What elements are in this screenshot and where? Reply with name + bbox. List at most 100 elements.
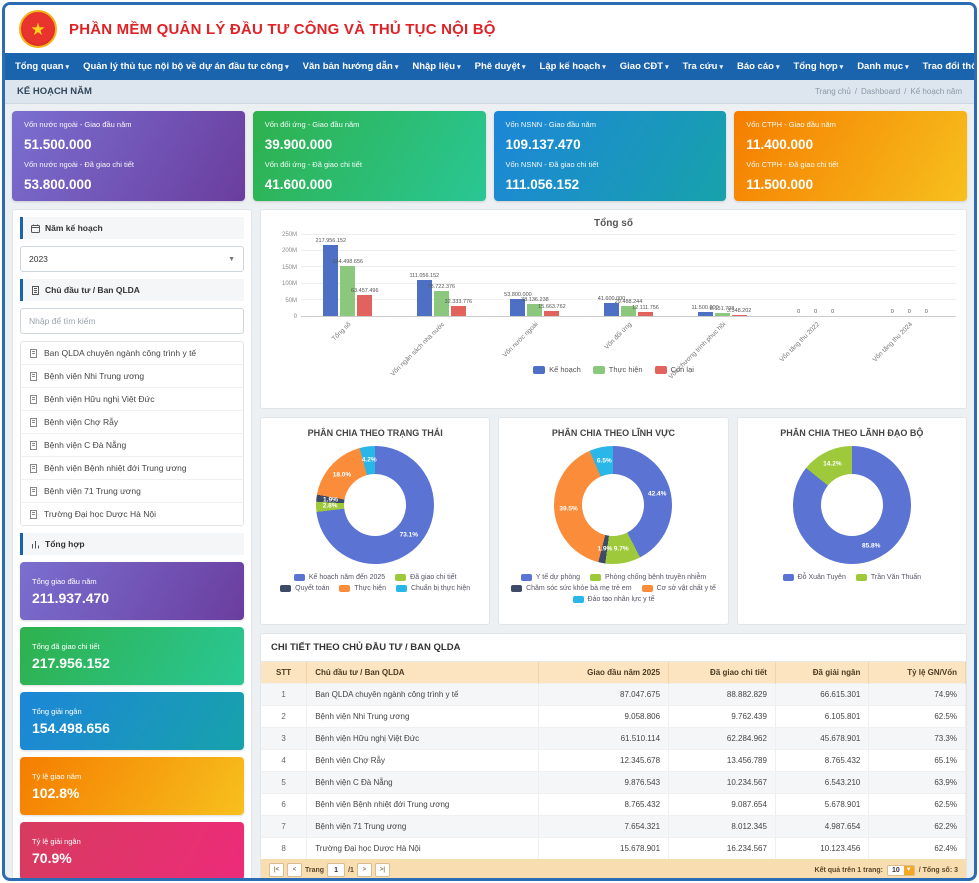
donut-percent-label: 85.8% — [862, 542, 881, 550]
investor-list-item-label: Bệnh viện Bệnh nhiệt đới Trung ương — [44, 463, 187, 473]
nav-item[interactable]: Giao CĐT ▾ — [619, 61, 669, 72]
breadcrumb-item[interactable]: Trang chủ — [815, 87, 851, 96]
breadcrumb-bar: KẾ HOẠCH NĂM Trang chủ / Dashboard / Kế hoạc… — [5, 80, 974, 104]
table-row[interactable]: 1 Ban QLDA chuyên ngành công trình y tế 87… — [261, 683, 966, 706]
donut-chart[interactable]: 85.8% 14.2% — [792, 446, 911, 564]
bar[interactable]: 15.663.762 — [538, 304, 566, 316]
legend-item: Quyết toán — [280, 585, 329, 592]
last-page-button[interactable]: >| — [374, 863, 390, 877]
breadcrumb-item[interactable]: Kế hoạch năm — [910, 87, 962, 96]
nav-item[interactable]: Văn bản hướng dẫn ▾ — [302, 61, 399, 72]
investor-list-item[interactable]: Bệnh viện Chợ Rẫy — [21, 410, 243, 433]
legend-item: Trần Văn Thuấn — [855, 574, 921, 581]
investor-list-item[interactable]: Bệnh viện Nhi Trung ương — [21, 364, 243, 387]
stat-card-value: 51.500.000 — [24, 137, 92, 153]
bar[interactable]: 38.136.238 — [521, 297, 549, 316]
investor-list-item[interactable]: Bệnh viện 71 Trung ương — [21, 479, 243, 502]
year-select[interactable]: 2023 ▼ — [20, 246, 244, 272]
table-row[interactable]: 2 Bệnh viện Nhi Trung ương 9.058.806 9.762.… — [261, 705, 966, 728]
legend-label: Phòng chống bệnh truyền nhiễm — [605, 574, 707, 581]
bar-group: 0 0 0 — [862, 235, 956, 316]
chevron-down-icon: ▼ — [228, 255, 235, 263]
legend-item: Đào tạo nhân lực y tế — [572, 596, 654, 603]
bar[interactable]: 53.800.000 — [504, 292, 532, 316]
calendar-icon — [31, 224, 40, 233]
next-page-button[interactable]: > — [356, 863, 372, 877]
gridline — [301, 266, 956, 268]
per-page-value: 10 — [891, 866, 900, 874]
legend-item: Kế hoạch — [533, 365, 581, 374]
legend-swatch — [520, 574, 532, 581]
bar[interactable]: 8.151.798 — [710, 306, 734, 316]
nav-item[interactable]: Lập kế hoạch ▾ — [539, 61, 606, 72]
page-number-input[interactable]: 1 — [327, 863, 346, 877]
legend-swatch — [511, 585, 523, 592]
bar-chart-plot: 217.956.152 154.498.656 63.457.496 111.056.… — [301, 234, 956, 317]
investor-list-item[interactable]: Ban QLDA chuyên ngành công trình y tế — [21, 342, 243, 364]
nav-item[interactable]: Tổng hợp ▾ — [793, 61, 844, 72]
table-cell: Ban QLDA chuyên ngành công trình y tế — [306, 683, 539, 706]
investor-list-item[interactable]: Bệnh viện C Đà Nẵng — [21, 433, 243, 456]
building-icon — [30, 371, 37, 381]
breadcrumb-item[interactable]: Dashboard — [861, 87, 901, 96]
bar[interactable]: 111.056.152 — [409, 273, 439, 316]
bar[interactable]: 29.488.244 — [615, 299, 642, 316]
investor-search-input[interactable] — [20, 308, 244, 334]
donut-chart[interactable]: 42.4% 9.7% 1.9% 39.5% 6.5% — [554, 446, 673, 564]
legend-item: Đỗ Xuân Tuyên — [782, 574, 846, 581]
nav-item[interactable]: Báo cáo ▾ — [736, 61, 780, 72]
bar-value-label: 3.348.202 — [726, 307, 752, 314]
table-row[interactable]: 8 Trường Đại học Dược Hà Nội 15.678.901 16.… — [261, 837, 966, 859]
bar-value-label: 0 — [814, 309, 818, 315]
table-cell: 9.762.439 — [668, 705, 776, 728]
x-axis-label: Vốn tăng thu 2022 — [778, 321, 821, 364]
nav-item[interactable]: Tra cứu ▾ — [682, 61, 723, 72]
nav-item[interactable]: Danh mục ▾ — [857, 61, 909, 72]
table-cell: 88.882.829 — [668, 683, 776, 706]
table-cell: 65.1% — [868, 749, 966, 772]
table-row[interactable]: 7 Bệnh viện 71 Trung ương 7.654.321 8.012.3… — [261, 815, 966, 838]
nav-item[interactable]: Phê duyệt ▾ — [474, 61, 526, 72]
table-cell: 15.678.901 — [538, 837, 670, 859]
nav-item[interactable]: Quản lý thủ tục nội bộ về dự án đầu tư c… — [83, 61, 289, 72]
bar[interactable]: 154.498.656 — [332, 259, 363, 316]
bar[interactable]: 63.457.496 — [351, 288, 379, 316]
bar[interactable]: 11.500.000 — [692, 305, 719, 316]
investor-list-item[interactable]: Bệnh viện Bệnh nhiệt đới Trung ương — [21, 456, 243, 479]
table-cell: Bệnh viện Nhi Trung ương — [306, 705, 539, 728]
bar[interactable]: 32.333.776 — [445, 299, 472, 316]
table-row[interactable]: 4 Bệnh viện Chợ Rẫy 12.345.678 13.456.789 8.… — [261, 749, 966, 772]
investor-list-item[interactable]: Trường Đại học Dược Hà Nội — [21, 502, 243, 525]
stat-card-label: Vốn đối ứng - Giao đầu năm — [264, 120, 360, 129]
stat-card-value: 111.056.152 — [505, 176, 580, 192]
bar[interactable]: 12.111.756 — [632, 305, 659, 316]
bar[interactable]: 217.956.152 — [315, 238, 346, 316]
nav-item[interactable]: Tổng quan ▾ — [15, 61, 70, 72]
investor-list-item-label: Bệnh viện 71 Trung ương — [44, 486, 141, 496]
first-page-button[interactable]: |< — [269, 863, 284, 877]
table-cell: 6.105.801 — [775, 705, 870, 728]
donut-chart-panel: PHÂN CHIA THEO LÃNH ĐẠO BỘ 85.8% 14.2% Đỗ X… — [736, 417, 967, 625]
table-cell: 7.654.321 — [538, 815, 670, 838]
year-select-value: 2023 — [29, 254, 48, 264]
table-row[interactable]: 5 Bệnh viện C Đà Nẵng 9.876.543 10.234.567 6… — [261, 771, 966, 794]
bar[interactable]: 78.722.376 — [428, 284, 455, 316]
stat-card-label: Vốn đối ứng - Đã giao chi tiết — [264, 159, 362, 169]
donut-chart[interactable]: 73.1% 2.8% 1.9% 18.0% 4.2% — [316, 446, 435, 564]
table-cell: 74.9% — [868, 683, 966, 706]
nav-item[interactable]: Trao đổi thông tin — [922, 61, 977, 72]
prev-page-button[interactable]: < — [287, 863, 302, 877]
table-row[interactable]: 6 Bệnh viện Bệnh nhiệt đới Trung ương 8.76… — [261, 793, 966, 816]
bar[interactable]: 41.600.000 — [598, 296, 625, 316]
nav-item[interactable]: Nhập liệu ▾ — [412, 61, 461, 72]
investor-section-title: Chủ đầu tư / Ban QLDA — [45, 285, 140, 295]
donut-legend: Đỗ Xuân Tuyên Trần Văn Thuấn — [782, 574, 921, 581]
bar[interactable]: 3.348.202 — [727, 308, 751, 316]
table-header-cell: Đã giao chi tiết — [668, 662, 776, 684]
legend-item: Y tế dự phòng — [520, 574, 580, 581]
table-row[interactable]: 3 Bệnh viện Hữu nghị Việt Đức 61.510.114 62… — [261, 727, 966, 750]
per-page-select[interactable]: 10 ▼ — [886, 864, 915, 876]
investor-list-item[interactable]: Bệnh viện Hữu nghị Việt Đức — [21, 387, 243, 410]
summary-section-title: Tổng hợp — [45, 539, 85, 549]
